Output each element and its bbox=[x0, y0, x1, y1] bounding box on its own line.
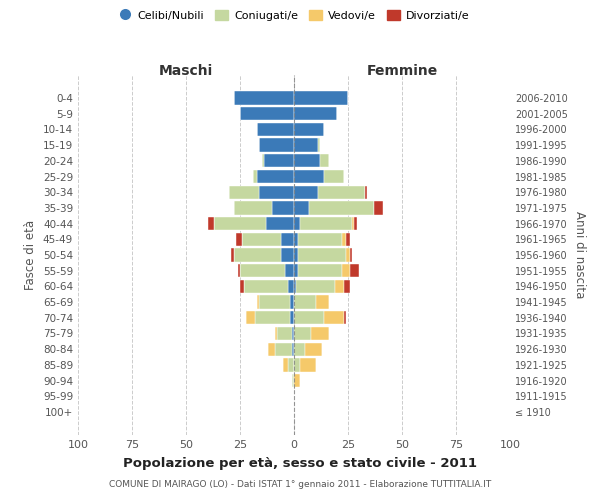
Bar bbox=[320, 154, 329, 168]
Text: COMUNE DI MAIRAGO (LO) - Dati ISTAT 1° gennaio 2011 - Elaborazione TUTTITALIA.IT: COMUNE DI MAIRAGO (LO) - Dati ISTAT 1° g… bbox=[109, 480, 491, 489]
Bar bbox=[290, 311, 294, 324]
Bar bbox=[259, 296, 290, 309]
Bar bbox=[253, 170, 257, 183]
Bar bbox=[264, 154, 294, 168]
Bar bbox=[318, 138, 320, 152]
Bar bbox=[294, 296, 316, 309]
Bar bbox=[294, 232, 298, 246]
Text: Maschi: Maschi bbox=[159, 64, 213, 78]
Bar bbox=[294, 123, 324, 136]
Bar bbox=[294, 280, 296, 293]
Bar bbox=[240, 264, 286, 278]
Bar bbox=[294, 201, 309, 214]
Bar bbox=[287, 358, 294, 372]
Bar bbox=[262, 154, 264, 168]
Bar bbox=[294, 107, 337, 120]
Bar bbox=[298, 232, 341, 246]
Bar bbox=[247, 311, 255, 324]
Bar bbox=[316, 296, 329, 309]
Bar bbox=[238, 264, 240, 278]
Bar bbox=[286, 264, 294, 278]
Bar bbox=[236, 232, 242, 246]
Bar bbox=[324, 311, 344, 324]
Bar bbox=[294, 264, 298, 278]
Bar bbox=[294, 248, 298, 262]
Bar bbox=[355, 217, 356, 230]
Bar bbox=[298, 264, 341, 278]
Bar bbox=[277, 327, 292, 340]
Text: Popolazione per età, sesso e stato civile - 2011: Popolazione per età, sesso e stato civil… bbox=[123, 458, 477, 470]
Bar bbox=[255, 311, 290, 324]
Bar bbox=[283, 358, 287, 372]
Bar bbox=[318, 186, 365, 199]
Bar bbox=[311, 327, 329, 340]
Bar bbox=[292, 374, 294, 387]
Bar bbox=[232, 248, 233, 262]
Bar bbox=[240, 280, 244, 293]
Bar bbox=[352, 217, 355, 230]
Bar bbox=[214, 217, 266, 230]
Bar bbox=[335, 280, 344, 293]
Y-axis label: Anni di nascita: Anni di nascita bbox=[573, 212, 586, 298]
Bar bbox=[281, 232, 294, 246]
Bar bbox=[290, 296, 294, 309]
Bar bbox=[294, 154, 320, 168]
Bar bbox=[324, 170, 344, 183]
Bar bbox=[294, 186, 318, 199]
Bar bbox=[259, 138, 294, 152]
Bar bbox=[296, 280, 335, 293]
Bar bbox=[259, 186, 294, 199]
Bar bbox=[365, 186, 367, 199]
Bar bbox=[287, 280, 294, 293]
Bar bbox=[292, 342, 294, 356]
Text: Femmine: Femmine bbox=[367, 64, 437, 78]
Bar bbox=[294, 311, 324, 324]
Bar bbox=[344, 280, 350, 293]
Bar bbox=[240, 107, 294, 120]
Bar bbox=[275, 342, 292, 356]
Bar bbox=[233, 201, 272, 214]
Bar bbox=[294, 342, 305, 356]
Bar bbox=[301, 217, 352, 230]
Bar bbox=[233, 248, 281, 262]
Bar bbox=[275, 327, 277, 340]
Bar bbox=[294, 217, 301, 230]
Bar bbox=[346, 248, 350, 262]
Bar bbox=[244, 280, 287, 293]
Bar bbox=[341, 232, 346, 246]
Bar bbox=[301, 358, 316, 372]
Bar bbox=[305, 342, 322, 356]
Bar bbox=[346, 232, 350, 246]
Bar bbox=[298, 248, 346, 262]
Bar bbox=[266, 217, 294, 230]
Bar bbox=[344, 311, 346, 324]
Bar bbox=[242, 232, 281, 246]
Bar bbox=[294, 170, 324, 183]
Bar bbox=[294, 92, 348, 104]
Bar bbox=[294, 138, 318, 152]
Bar bbox=[294, 327, 311, 340]
Bar bbox=[208, 217, 214, 230]
Bar bbox=[257, 123, 294, 136]
Bar bbox=[257, 170, 294, 183]
Bar bbox=[233, 92, 294, 104]
Legend: Celibi/Nubili, Coniugati/e, Vedovi/e, Divorziati/e: Celibi/Nubili, Coniugati/e, Vedovi/e, Di… bbox=[114, 6, 474, 25]
Bar bbox=[281, 248, 294, 262]
Bar bbox=[350, 264, 359, 278]
Bar bbox=[292, 327, 294, 340]
Bar bbox=[309, 201, 374, 214]
Bar bbox=[350, 248, 352, 262]
Bar bbox=[374, 201, 383, 214]
Bar bbox=[229, 186, 259, 199]
Bar bbox=[268, 342, 275, 356]
Bar bbox=[341, 264, 350, 278]
Bar bbox=[294, 374, 301, 387]
Bar bbox=[257, 296, 259, 309]
Bar bbox=[294, 358, 301, 372]
Bar bbox=[272, 201, 294, 214]
Y-axis label: Fasce di età: Fasce di età bbox=[25, 220, 37, 290]
